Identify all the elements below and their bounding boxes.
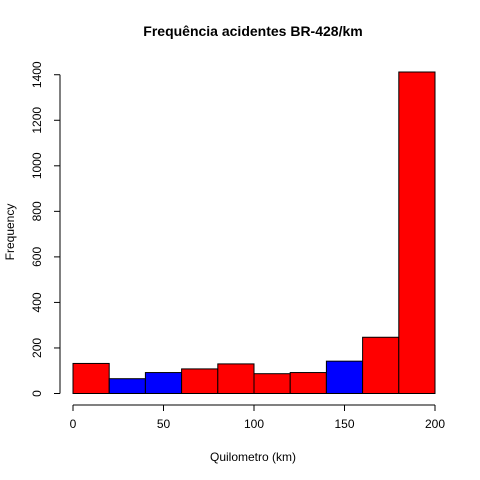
y-tick-label: 1000 xyxy=(30,152,44,179)
histogram-bar-60-80 xyxy=(182,369,218,394)
x-axis: 0 50 100 150 200 xyxy=(70,405,446,431)
histogram-bar-120-140 xyxy=(290,373,326,394)
y-tick-label: 1400 xyxy=(30,61,44,88)
y-tick-label: 600 xyxy=(30,247,44,267)
histogram-bar-180-200 xyxy=(399,72,435,394)
y-axis: 0 200 400 600 800 1000 1200 1400 xyxy=(30,61,60,397)
y-tick-label: 200 xyxy=(30,338,44,358)
y-tick-label: 1200 xyxy=(30,107,44,134)
bars-group xyxy=(73,72,435,394)
x-tick-label: 200 xyxy=(425,417,445,431)
x-tick-label: 50 xyxy=(157,417,171,431)
y-axis-label: Frequency xyxy=(3,204,17,261)
chart-title: Frequência acidentes BR-428/km xyxy=(143,23,362,39)
x-tick-label: 0 xyxy=(70,417,77,431)
histogram-bar-80-100 xyxy=(218,364,254,394)
x-axis-label: Quilometro (km) xyxy=(210,450,296,464)
histogram-bar-0-20 xyxy=(73,363,109,393)
y-tick-label: 400 xyxy=(30,292,44,312)
y-tick-label: 800 xyxy=(30,201,44,221)
histogram-bar-20-40 xyxy=(109,379,145,394)
histogram-bar-40-60 xyxy=(145,373,181,394)
x-tick-label: 100 xyxy=(244,417,264,431)
y-tick-label: 0 xyxy=(30,390,44,397)
histogram-bar-100-120 xyxy=(254,374,290,394)
x-tick-label: 150 xyxy=(334,417,354,431)
histogram-bar-160-180 xyxy=(363,337,399,393)
histogram-bar-140-160 xyxy=(326,361,362,393)
